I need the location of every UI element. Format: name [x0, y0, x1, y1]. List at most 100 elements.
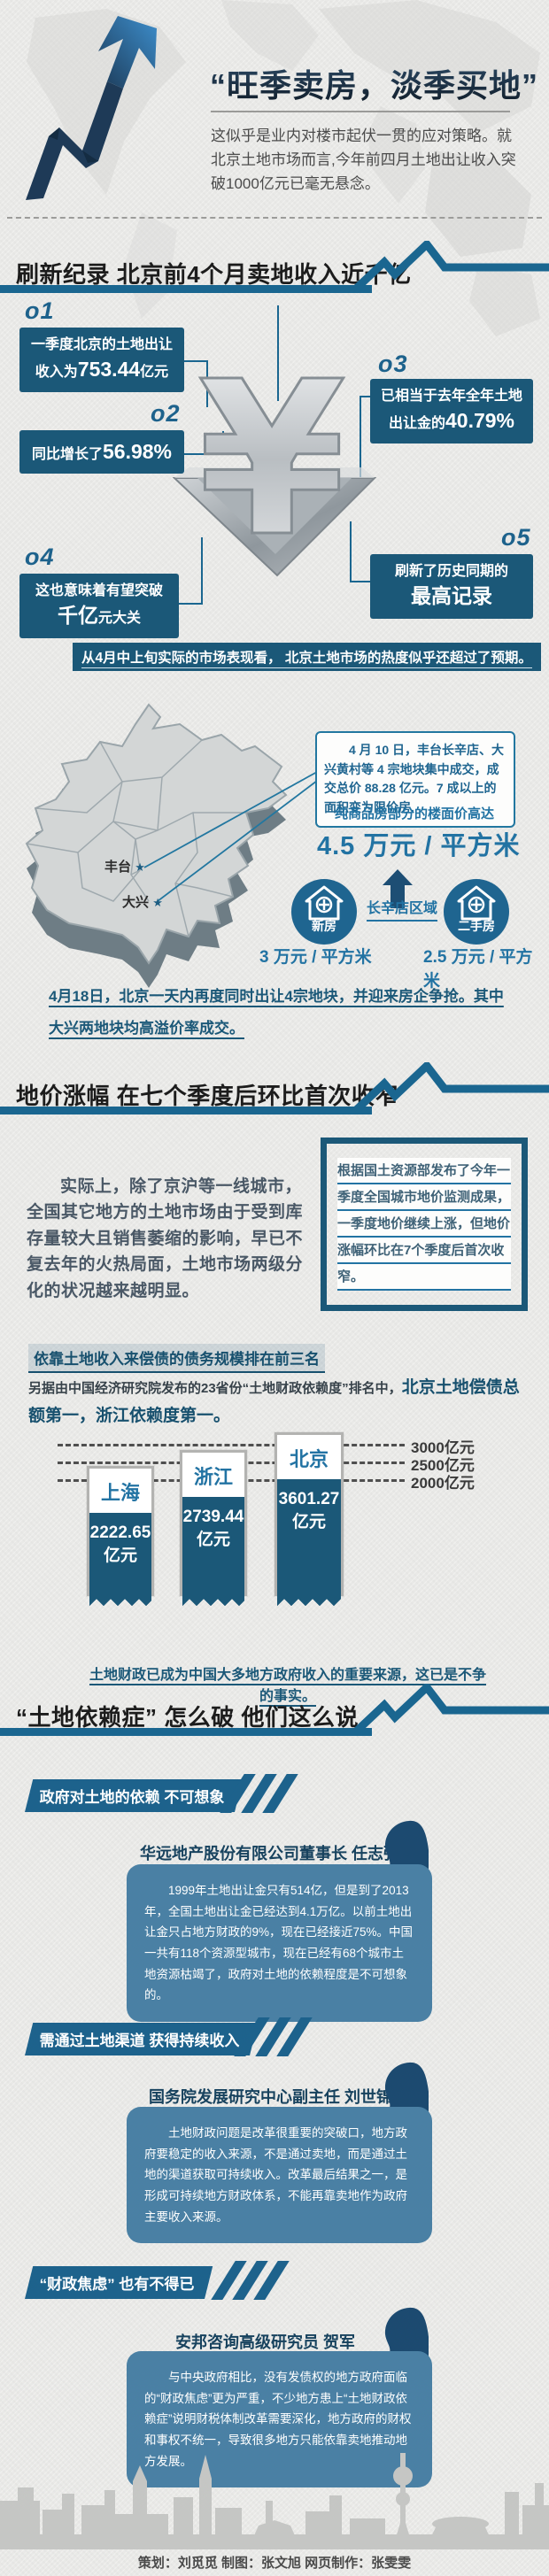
o3-label: o3 [378, 351, 408, 377]
expert1-badge-slashes-icon [220, 1774, 298, 1813]
up-arrow-icon [383, 869, 413, 908]
expert3-quote-bubble: 与中央政府相比，没有发债权的地方政府面临的“财政焦虑”更为严重，不少地方患上“土… [127, 2351, 432, 2488]
bar-zhejiang-name: 浙江 [193, 1466, 233, 1488]
bar-zhejiang-unit: 亿元 [196, 1530, 230, 1549]
trend-up-arrow-icon [26, 16, 157, 200]
section2-title-bar [0, 1107, 372, 1114]
fengtai-text: 丰台 [104, 860, 132, 875]
expert3-badge: “财政焦虑” 也有不得已 [25, 2266, 213, 2299]
city-skyline-graphic [0, 2453, 549, 2549]
stat-box-o2: 同比增长了56.98% [19, 430, 184, 474]
expert2-badge-slashes-icon [234, 2017, 313, 2056]
o2-number: 56.98% [103, 440, 173, 463]
market-banner-text: 从4月中上旬实际的市场表现看， 北京土地市场的热度似乎还超过了预期。 [81, 651, 532, 668]
expert1-badge: 政府对土地的依赖 不可想象 [25, 1779, 243, 1812]
o1-number: 753.44 [77, 358, 141, 382]
yuan-symbol-down-arrow-icon: ¥ [173, 335, 376, 585]
o1-text: 一季度北京的土地出让收入为 [30, 337, 173, 381]
ranking-paragraph: 另据由中国经济研究院发布的23省份“土地财政依赖度”排名中，北京土地偿债总额第一… [28, 1374, 521, 1431]
o4-label: o4 [25, 544, 55, 570]
zigzag-line-icon [354, 1684, 549, 1737]
ranking-normal-text: 另据由中国经济研究院发布的23省份“土地财政依赖度”排名中， [28, 1381, 402, 1396]
section2-title: 地价涨幅 在七个季度后环比首次收窄 [16, 1083, 398, 1109]
expert1-quote-bubble: 1999年土地出让金只有514亿，但是到了2013年，全国土地出让金已经达到4.… [127, 1864, 432, 2022]
o2-text: 同比增长了 [31, 447, 103, 462]
floor-price-caption: 纯商品房部分的楼面价高达 [335, 806, 495, 821]
map-label-daxing: 大兴 ★ [122, 892, 163, 911]
zigzag-line-icon [354, 241, 549, 294]
april18-paragraph: 4月18日，北京一天内再度同时出让4宗地块，并迎来房企争抢。其中大兴两地块均高溢… [49, 988, 504, 1037]
bar-zhejiang-value: 2739.44 [182, 1508, 244, 1526]
expert1-badge-text: 政府对土地的依赖 不可想象 [39, 1789, 225, 1806]
expert3-name: 安邦咨询高级研究员 贺军 [175, 2333, 355, 2351]
conclusion-line: 土地财政已成为中国大多地方政府收入的重要来源，这已是不争的事实。 [89, 1668, 486, 1704]
star-marker-fengtai-icon: ★ [135, 860, 145, 874]
page-title: “旺季卖房，淡季买地” [210, 60, 538, 106]
expert3-badge-slashes-icon [211, 2261, 290, 2300]
gridline-label-2000: 2000亿元 [411, 1475, 475, 1492]
map-label-fengtai: 丰台 ★ [104, 857, 145, 875]
land-price-side-box: 根据国土资源部发布了今年一季度全国城市地价监测成果，一季度地价继续上涨，但地价涨… [321, 1138, 528, 1311]
new-home-label: 新房 [312, 919, 336, 933]
stat-box-o3: 已相当于去年全年土地出让金的40.79% [370, 379, 533, 443]
o3-text: 已相当于去年全年土地出让金的 [380, 389, 522, 432]
bar-shanghai-unit: 亿元 [103, 1546, 137, 1565]
changxindian-region-label: 长辛店区域 [367, 896, 438, 922]
daxing-text: 大兴 [122, 895, 150, 910]
section3-title: “土地依赖症” 怎么破 他们这么说 [16, 1704, 359, 1731]
bar-beijing-unit: 亿元 [291, 1512, 326, 1531]
bar-shanghai-name: 上海 [100, 1482, 140, 1504]
new-home-circle: 新房 [291, 879, 357, 945]
title-rule [211, 111, 510, 112]
stat-box-o5: 刷新了历史同期的 最高记录 [370, 554, 533, 619]
o4-number: 千亿 [57, 604, 98, 628]
expert2-badge: 需通过土地渠道 获得持续收入 [25, 2023, 258, 2055]
o5-label: o5 [501, 524, 531, 551]
deal-callout-box: 4 月 10 日，丰台长辛店、大兴黄村等 4 宗地块集中成交，成交总价 88.2… [315, 731, 515, 828]
expert2-badge-text: 需通过土地渠道 获得持续收入 [39, 2032, 240, 2049]
house-plus-icon [305, 885, 344, 921]
o5-number: 最高记录 [411, 584, 492, 608]
new-home-price: 3 万元 / 平方米 [259, 948, 372, 967]
o1-suffix: 亿元 [140, 365, 169, 381]
section2-lead-paragraph: 实际上，除了京沪等一线城市，全国其它地方的土地市场由于受到库存量较大且销售萎缩的… [27, 1177, 304, 1300]
o4-suffix: 元大关 [97, 611, 141, 627]
section1-title: 刷新纪录 北京前4个月卖地收入近千亿 [16, 261, 412, 288]
o2-label: o2 [151, 400, 181, 427]
expert3-badge-text: “财政焦虑” 也有不得已 [39, 2276, 195, 2293]
zigzag-line-icon [354, 1062, 549, 1115]
o5-text: 刷新了历史同期的 [394, 564, 508, 579]
second-home-price: 2.5 万元 / 平方米 [423, 948, 533, 991]
dashed-divider [7, 217, 542, 219]
bar-shanghai: 上海 2222.65 亿元 [87, 1466, 154, 1606]
house-plus-icon [457, 885, 496, 921]
bar-beijing-value: 3601.27 [278, 1490, 340, 1508]
beijing-map [25, 703, 318, 988]
second-home-label: 二手房 [458, 919, 495, 933]
stat-box-o4: 这也意味着有望突破 千亿元大关 [19, 574, 179, 638]
section3-title-bar [0, 1728, 372, 1736]
gridline-label-2500: 2500亿元 [411, 1457, 475, 1474]
footer-credits: 策划：刘觅觅 制图：张文旭 网页制作：张雯雯 [137, 2556, 412, 2571]
ranking-emphasis-text: 北京土地偿债总额第一，浙江依赖度第一。 [28, 1378, 520, 1426]
gridline-label-3000: 3000亿元 [411, 1439, 475, 1456]
o1-label: o1 [25, 297, 55, 324]
stat-box-o1: 一季度北京的土地出让收入为753.44亿元 [19, 328, 184, 392]
expert2-name: 国务院发展研究中心副主任 刘世锦 [149, 2088, 392, 2106]
expert2-quote-bubble: 土地财政问题是改革很重要的突破口，地方政府要稳定的收入来源，不是通过卖地，而是通… [127, 2107, 432, 2244]
star-marker-daxing-icon: ★ [152, 896, 163, 909]
floor-price-value: 4.5 万元 / 平方米 [317, 832, 521, 860]
market-banner: 从4月中上旬实际的市场表现看， 北京土地市场的热度似乎还超过了预期。 [73, 643, 541, 671]
bar-zhejiang: 浙江 2739.44 亿元 [180, 1450, 247, 1606]
bar-shanghai-value: 2222.65 [89, 1523, 151, 1542]
o4-text: 这也意味着有望突破 [35, 583, 163, 598]
bar-beijing: 北京 3601.27 亿元 [274, 1432, 344, 1606]
second-home-circle: 二手房 [444, 879, 509, 945]
section1-title-bar [0, 285, 372, 293]
svg-text:¥: ¥ [198, 335, 346, 583]
bar-beijing-name: 北京 [289, 1448, 329, 1470]
gridline-3000 [58, 1444, 405, 1446]
expert1-name: 华远地产股份有限公司董事长 任志强 [140, 1845, 399, 1863]
debt-sub-banner: 依靠土地收入来偿债的债务规模排在前三名 [28, 1344, 325, 1373]
